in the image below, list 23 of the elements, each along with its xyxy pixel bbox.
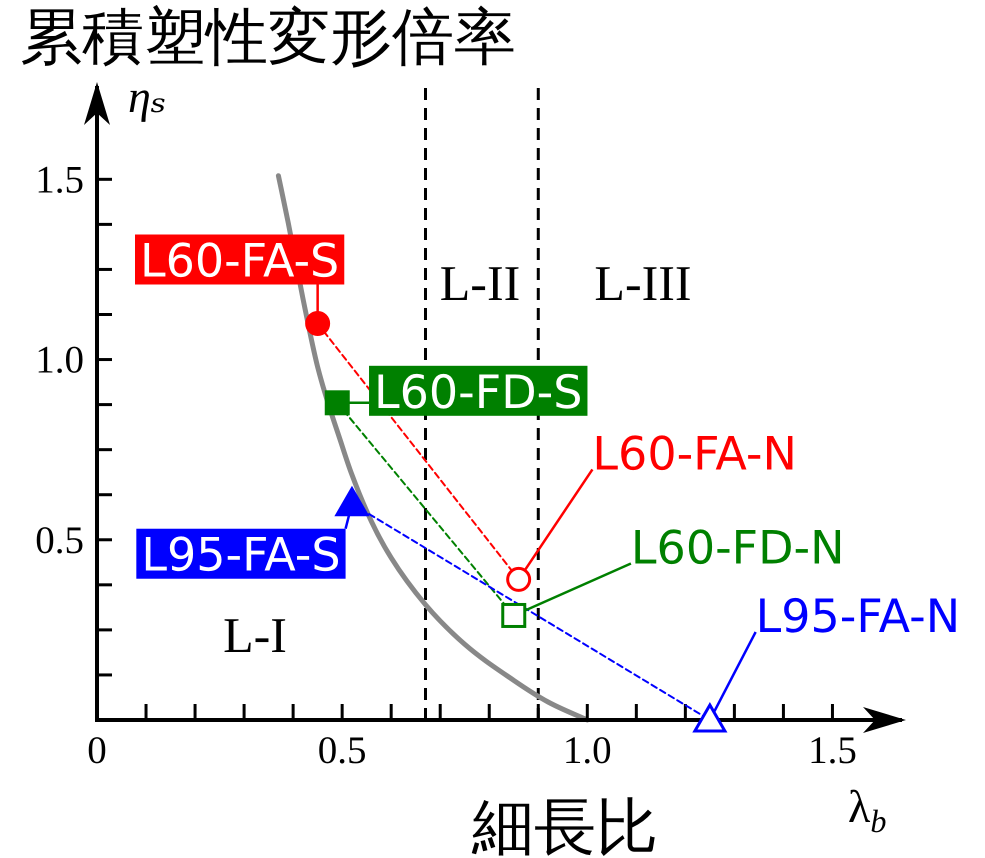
y-tick-label: 1.5 <box>35 158 84 202</box>
y-axis-title: ηₛ <box>128 71 166 122</box>
x-tick-label: 0 <box>87 729 107 772</box>
x-tick-label: 1.5 <box>808 729 857 772</box>
point <box>335 487 368 516</box>
annotation: L-I <box>223 607 287 663</box>
chart-title: 累積塑性変形倍率 <box>20 0 516 73</box>
annotation: L-II <box>440 255 520 311</box>
data-label: L95-FA-S <box>141 528 341 582</box>
data-label: L60-FA-S <box>140 234 340 288</box>
data-label: L95-FA-N <box>756 589 960 643</box>
point <box>305 311 330 336</box>
data-label: L60-FD-N <box>630 520 845 574</box>
x-tick-label: 1.0 <box>562 729 612 772</box>
x-tick-label: 0.5 <box>318 729 367 772</box>
annotation: L-III <box>594 255 692 311</box>
data-label: L60-FD-S <box>374 364 582 419</box>
text: 細長比 <box>471 790 658 858</box>
point <box>324 390 350 416</box>
x-axis-title: λ$_{b}$ <box>848 781 886 840</box>
y-tick-label: 1.0 <box>35 338 84 382</box>
y-tick-label: 0.5 <box>35 518 84 562</box>
data-label: L60-FA-N <box>592 426 797 480</box>
